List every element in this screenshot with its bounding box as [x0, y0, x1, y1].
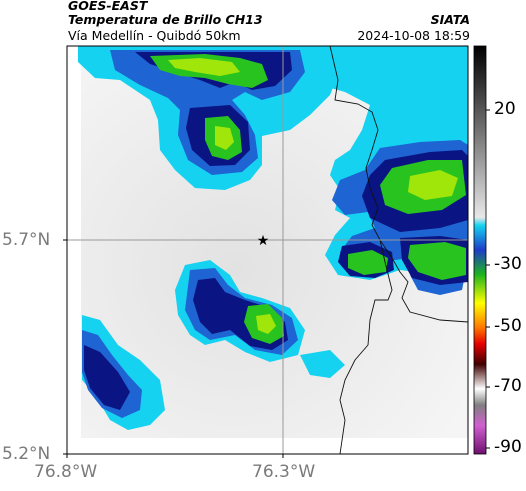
coastline: [339, 239, 393, 454]
border-line: [329, 46, 468, 323]
product-title: GOES-EAST: [68, 0, 148, 13]
colorbar-tick-label: 20: [494, 99, 516, 119]
colorbar-tick-label: -30: [494, 254, 522, 274]
lat-tick-label: 5.2°N: [2, 444, 51, 464]
area-label: Vía Medellín - Quibdó 50km: [68, 28, 241, 43]
organization-label: SIATA: [430, 12, 470, 27]
lat-tick-label: 5.7°N: [2, 230, 51, 250]
map-frame: [66, 45, 469, 455]
colorbar-tick-label: -90: [494, 437, 522, 457]
colorbar: [473, 45, 487, 455]
lon-tick-label: 76.8°W: [34, 462, 98, 482]
colorbar-tick-label: -50: [494, 316, 522, 336]
cloud-lime-layer: [168, 58, 458, 334]
colorbar-tick-label: -70: [494, 376, 522, 396]
datetime-label: 2024-10-08 18:59: [357, 28, 470, 43]
star-icon: ★: [257, 233, 270, 249]
product-subtitle: Temperatura de Brillo CH13: [68, 12, 263, 27]
lon-tick-label: 76.3°W: [252, 462, 316, 482]
